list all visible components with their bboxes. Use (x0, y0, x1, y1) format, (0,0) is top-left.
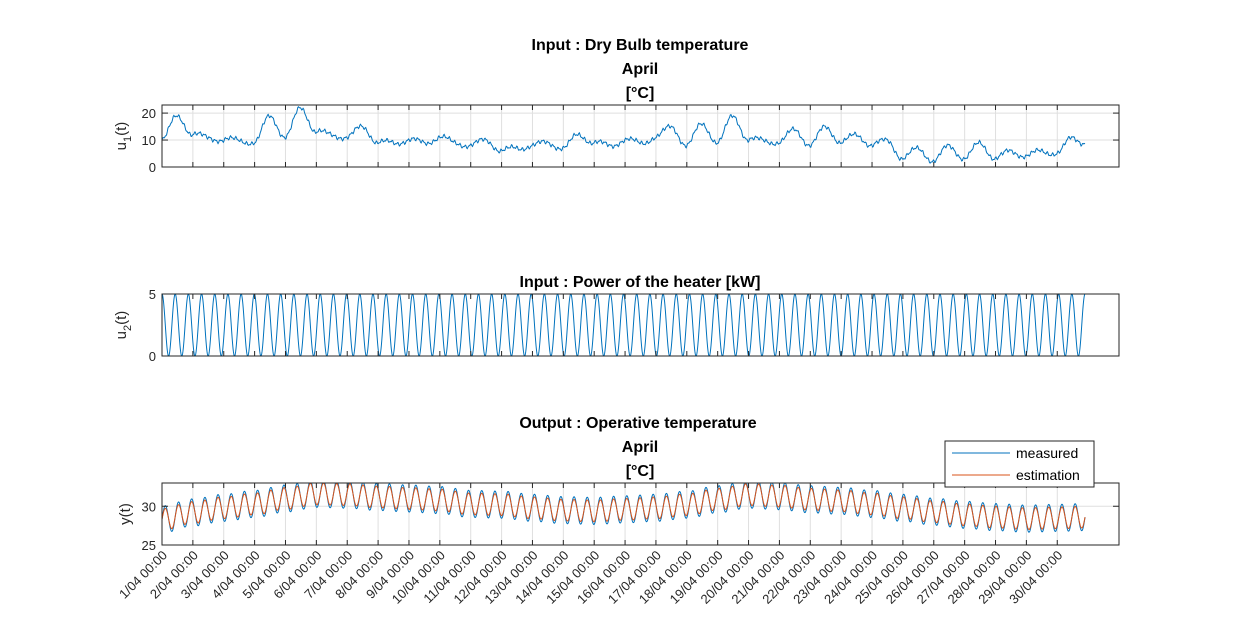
panel3-grid (161, 483, 1119, 546)
y-tick-label: 20 (142, 106, 156, 121)
panel1-y-ticks: 0 10 20 (142, 106, 1119, 175)
x-axis-date-labels: 1/04 00:002/04 00:003/04 00:004/04 00:00… (116, 548, 1065, 607)
panel2-axes-box (161, 293, 1120, 357)
legend-box (944, 440, 1095, 488)
panel-heater-power: Input : Power of the heater [kW] 05 u2(t… (113, 274, 1120, 364)
y-tick-label: 0 (149, 349, 156, 364)
panel2-title: Input : Power of the heater [kW] (520, 274, 761, 291)
panel3-legend: measured estimation (944, 440, 1095, 488)
panel2-y-axis-label: u2(t) (113, 311, 134, 340)
panel3-title-line2: April (622, 439, 658, 456)
panel1-y-axis-label: u1(t) (113, 122, 134, 151)
legend-label-estimation: estimation (1016, 467, 1080, 483)
panel1-series-line (161, 105, 1086, 164)
panel-operative-temperature: Output : Operative temperature April [°C… (117, 415, 1120, 553)
panel1-title-line1: Input : Dry Bulb temperature (532, 37, 749, 54)
y-tick-label: 30 (142, 499, 156, 514)
panel2-series-line (161, 293, 1086, 357)
panel1-title-line3: [°C] (626, 85, 655, 102)
panel3-title-line3: [°C] (626, 463, 655, 480)
y-tick-label: 10 (142, 133, 156, 148)
panel3-title-line1: Output : Operative temperature (519, 415, 756, 432)
legend-label-measured: measured (1016, 445, 1078, 461)
panel2-x-ticks (161, 294, 1058, 356)
panel3-y-axis-label: y(t) (117, 503, 134, 525)
panel1-axes-box (161, 104, 1120, 168)
y-tick-label: 5 (149, 287, 156, 302)
y-tick-label: 0 (149, 160, 156, 175)
panel3-x-ticks (161, 483, 1058, 545)
panel3-y-ticks: 25 30 (142, 499, 1119, 553)
panel1-title-line2: April (622, 61, 658, 78)
panel2-y-ticks: 05 (149, 287, 1119, 364)
y-tick-label: 25 (142, 538, 156, 553)
panel1-x-ticks (161, 105, 1058, 167)
panel-dry-bulb-temperature: Input : Dry Bulb temperature April [°C] … (113, 37, 1120, 175)
panel3-axes-box (161, 482, 1120, 546)
panel3-series-estimation (161, 482, 1086, 531)
